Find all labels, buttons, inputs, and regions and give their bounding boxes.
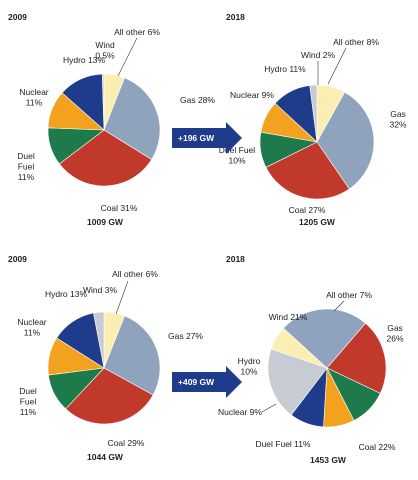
slice-label-nuclear: Nuclear 11% [17, 317, 46, 338]
slice-label-nuclear: Nuclear 9% [230, 90, 274, 100]
slice-label-wind: Wind 21% [269, 312, 308, 322]
slice-label-gas: Gas 32% [389, 109, 406, 130]
growth-label: +409 GW [178, 377, 215, 387]
slice-label-all-other: All other 6% [114, 27, 160, 37]
slice-label-duel-fuel: Duel Fuel 11% [255, 439, 311, 449]
slice-label-duel-fuel: Duel Fuel 10% [219, 145, 255, 166]
total-capacity-label: 1009 GW [87, 217, 124, 227]
chart-title: 2009 [8, 12, 27, 22]
slice-label-nuclear: Nuclear 9% [218, 407, 262, 417]
slice-gas [103, 315, 161, 396]
slice-label-nuclear: Nuclear 11% [19, 87, 48, 108]
slice-wind [267, 348, 328, 416]
slice-label-coal: Coal 27% [289, 205, 326, 215]
slice-label-wind: Wind 2% [301, 50, 335, 60]
slice-label-wind: Wind 3% [83, 285, 117, 295]
slice-wind [93, 311, 105, 369]
leader-line-nuclear [261, 403, 277, 413]
slice-gas [283, 308, 366, 369]
slice-label-hydro: Hydro 11% [264, 64, 306, 74]
leader-line-all-other [115, 280, 129, 315]
slice-label-duel-fuel: Duel Fuel 11% [19, 386, 37, 417]
slice-label-hydro: Hydro 13% [63, 55, 105, 65]
total-capacity-label: 1205 GW [299, 217, 336, 227]
slice-label-all-other: All other 6% [112, 269, 158, 279]
slice-label-coal: Coal 29% [108, 438, 145, 448]
arrow-shape [172, 366, 242, 398]
slice-coal [65, 367, 154, 425]
leader-line-all-other [117, 37, 138, 77]
slice-label-gas: Gas 27% [168, 331, 203, 341]
leader-line-all-other [333, 300, 345, 312]
total-capacity-label: 1044 GW [87, 452, 124, 462]
arrow-shape [172, 122, 242, 154]
growth-arrow-2: +409 GW [172, 366, 242, 398]
slice-label-gas: Gas 28% [180, 95, 215, 105]
slice-label-coal: Coal 22% [359, 442, 396, 452]
slice-label-hydro: Hydro 13% [45, 289, 87, 299]
slice-label-all-other: All other 7% [326, 290, 372, 300]
slice-label-duel-fuel: Duel Fuel 11% [17, 151, 35, 182]
pie-chart-2: 2018 Coal 27% Gas 32% All other 8% Wind 2% Hyd… [219, 12, 407, 227]
slice-coal [326, 322, 387, 394]
chart-title: 2009 [8, 254, 27, 264]
slice-wind [309, 84, 318, 143]
chart-title: 2018 [226, 12, 245, 22]
leader-line-all-other [327, 47, 347, 85]
total-capacity-label: 1453 GW [310, 455, 347, 465]
slice-label-hydro: Hydro 10% [238, 356, 261, 377]
slice-coal [265, 141, 350, 200]
slice-wind [101, 73, 105, 131]
pie-chart-4: 2018 Coal 22% Gas 26% All other 7% Wind 21% Hy… [218, 254, 404, 465]
slice-gas [316, 91, 375, 190]
chart-title: 2018 [226, 254, 245, 264]
growth-arrow-1: +196 GW [172, 122, 242, 154]
pie-chart-1: 2009 Coal 31% Gas 28% All other 6% Wind 0.5%H… [8, 12, 215, 227]
slice-label-coal: Coal 31% [101, 203, 138, 213]
slice-coal [58, 129, 153, 187]
slice-gas [103, 77, 161, 160]
growth-label: +196 GW [178, 133, 215, 143]
slice-label-gas: Gas 26% [386, 323, 403, 344]
slice-label-wind: Wind 0.5% [95, 40, 115, 61]
pie-chart-3: 2009 Coal 29% Gas 27% All other 6% Wind 3%Hy… [8, 254, 203, 462]
slice-label-all-other: All other 8% [333, 37, 379, 47]
